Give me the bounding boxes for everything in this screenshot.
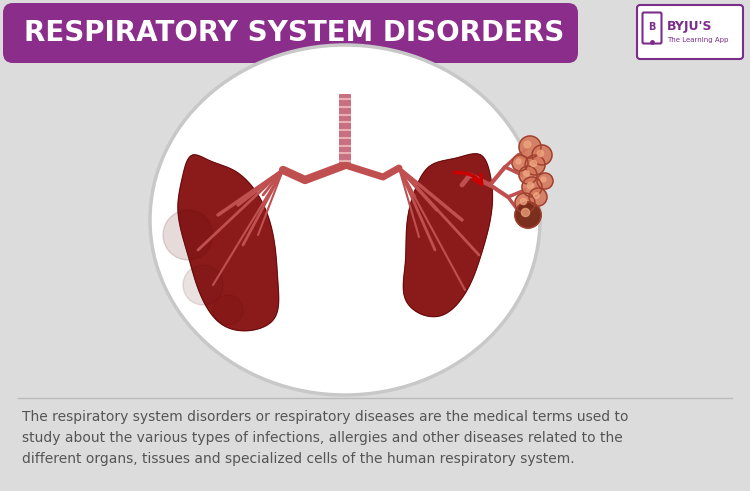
Circle shape [183, 265, 223, 305]
FancyArrowPatch shape [454, 172, 482, 184]
Text: The Learning App: The Learning App [667, 37, 728, 43]
Circle shape [515, 202, 541, 228]
Circle shape [515, 202, 541, 228]
Circle shape [537, 173, 553, 189]
Text: RESPIRATORY SYSTEM DISORDERS: RESPIRATORY SYSTEM DISORDERS [24, 19, 564, 47]
Circle shape [163, 210, 213, 260]
FancyBboxPatch shape [3, 3, 578, 63]
Text: B: B [648, 22, 656, 32]
Circle shape [522, 177, 542, 197]
Circle shape [515, 193, 535, 213]
Circle shape [525, 155, 545, 175]
FancyBboxPatch shape [637, 5, 743, 59]
Circle shape [519, 166, 537, 184]
Circle shape [512, 155, 528, 171]
Circle shape [519, 136, 541, 158]
Text: The respiratory system disorders or respiratory diseases are the medical terms u: The respiratory system disorders or resp… [22, 410, 628, 466]
Polygon shape [178, 155, 279, 331]
Circle shape [213, 295, 243, 325]
Text: BYJU'S: BYJU'S [667, 20, 712, 32]
Ellipse shape [150, 45, 540, 395]
Polygon shape [404, 154, 493, 317]
FancyBboxPatch shape [339, 94, 351, 166]
FancyBboxPatch shape [643, 12, 662, 44]
Circle shape [529, 188, 547, 206]
Circle shape [532, 145, 552, 165]
